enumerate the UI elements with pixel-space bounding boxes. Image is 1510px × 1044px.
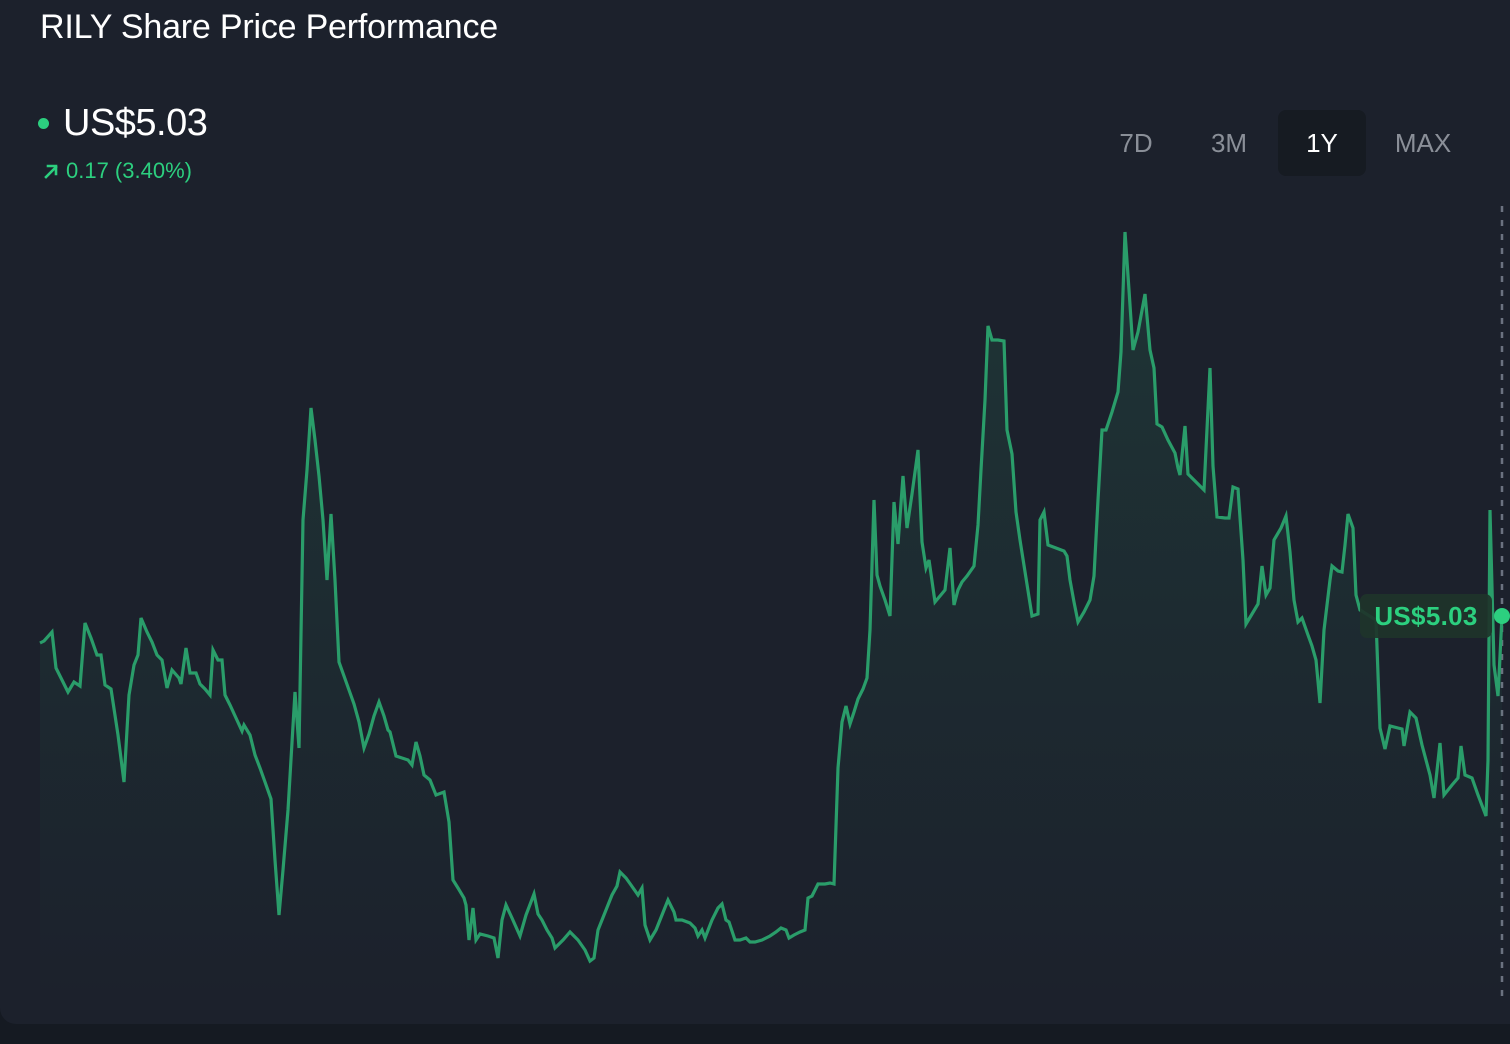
live-dot-icon — [38, 118, 49, 129]
period-tabs: 7D 3M 1Y MAX — [1092, 110, 1480, 176]
price-line — [39, 231, 1504, 964]
tab-7d[interactable]: 7D — [1119, 127, 1153, 158]
current-price-marker — [1494, 608, 1510, 624]
page-title: RILY Share Price Performance — [40, 8, 499, 46]
arrow-up-right-icon — [44, 164, 58, 179]
price-area-fill — [40, 232, 1502, 1000]
tab-3m[interactable]: 3M — [1210, 127, 1248, 158]
price-change-value: 0.17 (3.40%) — [66, 158, 192, 183]
price-tooltip: US$5.03 — [1360, 594, 1492, 638]
tab-1y[interactable]: 1Y — [1278, 110, 1366, 176]
price-value: US$5.03 — [63, 102, 208, 144]
current-price: US$5.03 — [38, 102, 208, 145]
tab-max[interactable]: MAX — [1394, 127, 1452, 158]
price-change: 0.17 (3.40%) — [42, 158, 192, 184]
